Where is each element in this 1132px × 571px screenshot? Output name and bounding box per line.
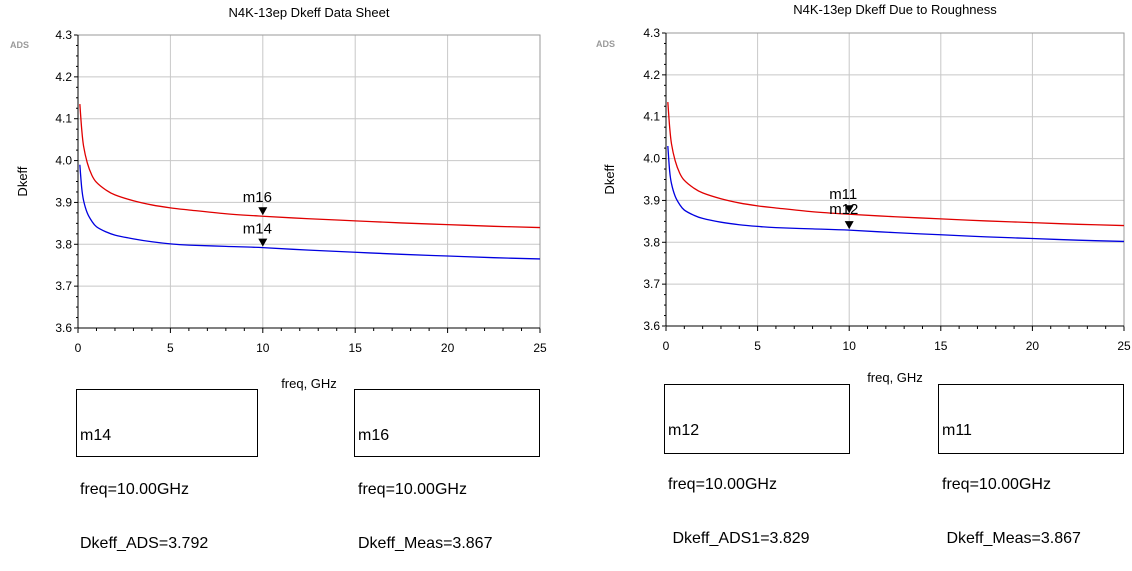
chart-title: N4K-13ep Dkeff Due to Roughness — [793, 2, 997, 17]
x-tick-label: 0 — [663, 339, 670, 353]
readout-line: freq=10.00GHz — [80, 481, 189, 498]
marker-readout-m16: m16 freq=10.00GHz Dkeff_Meas=3.867 — [354, 389, 540, 552]
charts-canvas: N4K-13ep Dkeff Data Sheet ADS 0 5 10 15 20 25 3.… — [10, 2, 1131, 391]
marker-readout-m12: m12 freq=10.00GHz Dkeff_ADS1=3.829 — [664, 384, 850, 547]
ads-tag: ADS — [10, 40, 29, 50]
blue-series-line — [79, 164, 541, 260]
y-tick-label: 3.8 — [55, 237, 72, 251]
red-series-line — [79, 104, 541, 229]
x-tick-label: 15 — [934, 339, 948, 353]
x-tick-label: 10 — [843, 339, 857, 353]
y-tick-label: 4.2 — [55, 70, 72, 84]
readout-line: freq=10.00GHz — [668, 476, 777, 493]
plot-frame — [665, 32, 1125, 327]
readout-line: m14 — [80, 427, 112, 444]
chart-1: N4K-13ep Dkeff Data Sheet ADS 0 5 10 15 20 25 3.… — [10, 5, 547, 391]
y-tick-label: 3.7 — [55, 279, 72, 293]
y-tick-label: 4.3 — [55, 28, 72, 42]
readout-line: Dkeff_Meas=3.867 — [942, 530, 1081, 547]
plot-frame — [77, 34, 541, 329]
chart-title: N4K-13ep Dkeff Data Sheet — [229, 5, 390, 20]
y-tick-label: 3.9 — [643, 193, 660, 207]
y-tick-label: 4.2 — [643, 68, 660, 82]
marker-label: m11 — [829, 186, 857, 203]
readout-line: Dkeff_Meas=3.867 — [358, 535, 493, 552]
marker-label: m16 — [243, 189, 272, 206]
marker-triangle — [844, 221, 854, 230]
y-tick-label: 4.3 — [643, 26, 660, 40]
red-series-line — [667, 102, 1125, 227]
y-tick-label: 4.0 — [55, 154, 72, 168]
marker-label: m12 — [829, 201, 858, 218]
marker-label: m14 — [243, 221, 272, 238]
marker-triangle — [258, 238, 268, 247]
x-tick-label: 25 — [1117, 339, 1131, 353]
x-tick-label: 20 — [441, 341, 455, 355]
y-tick-label: 4.1 — [55, 112, 72, 126]
y-tick-label: 3.9 — [55, 195, 72, 209]
readout-line: freq=10.00GHz — [942, 476, 1051, 493]
x-axis-label: freq, GHz — [867, 370, 923, 385]
x-tick-label: 15 — [349, 341, 363, 355]
readout-line: freq=10.00GHz — [358, 481, 467, 498]
readout-line: Dkeff_ADS=3.792 — [80, 535, 209, 552]
ads-tag: ADS — [596, 39, 615, 49]
readout-line: m11 — [942, 422, 972, 439]
y-axis-label: Dkeff — [602, 164, 617, 194]
marker-triangle — [844, 205, 854, 214]
y-axis-label: Dkeff — [15, 166, 30, 196]
x-axis-label: freq, GHz — [281, 376, 337, 391]
x-tick-label: 25 — [533, 341, 547, 355]
y-tick-label: 4.1 — [643, 110, 660, 124]
marker-readout-m14: m14 freq=10.00GHz Dkeff_ADS=3.792 — [76, 389, 258, 552]
x-tick-label: 5 — [167, 341, 174, 355]
x-tick-label: 20 — [1026, 339, 1040, 353]
x-tick-label: 0 — [75, 341, 82, 355]
x-tick-label: 5 — [754, 339, 761, 353]
y-tick-label: 4.0 — [643, 152, 660, 166]
blue-series-line — [667, 145, 1125, 243]
y-tick-label: 3.7 — [643, 277, 660, 291]
readout-line: Dkeff_ADS1=3.829 — [668, 530, 810, 547]
y-tick-label: 3.6 — [643, 319, 660, 333]
readout-line: m16 — [358, 427, 390, 444]
marker-readout-m11: m11 freq=10.00GHz Dkeff_Meas=3.867 — [938, 384, 1124, 547]
marker-triangle — [258, 207, 268, 216]
x-tick-label: 10 — [256, 341, 270, 355]
chart-2: N4K-13ep Dkeff Due to Roughness ADS 0 5 10 15… — [596, 2, 1131, 385]
readout-line: m12 — [668, 422, 700, 439]
y-tick-label: 3.6 — [55, 321, 72, 335]
y-tick-label: 3.8 — [643, 235, 660, 249]
